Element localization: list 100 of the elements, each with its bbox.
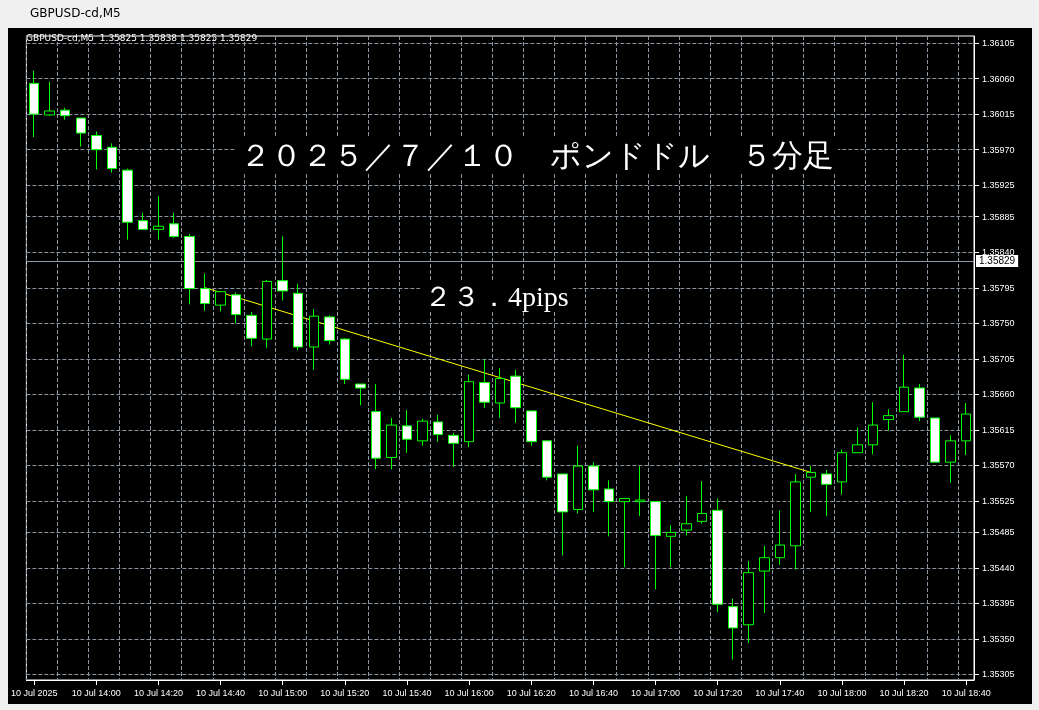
x-tick-label: 10 Jul 16:40 xyxy=(568,687,618,698)
candlestick xyxy=(340,337,350,385)
candlestick xyxy=(961,402,971,456)
y-tick-label: 1.35525 xyxy=(982,495,1015,506)
candlestick xyxy=(122,168,133,241)
candlestick xyxy=(728,598,738,660)
x-tick-label: 10 Jul 2025 xyxy=(10,687,58,698)
y-tick-label: 1.35660 xyxy=(982,389,1015,400)
candlestick xyxy=(355,383,366,406)
x-tick-label: 10 Jul 15:20 xyxy=(320,687,370,698)
y-tick-label: 1.36060 xyxy=(982,73,1015,84)
candlestick xyxy=(479,359,490,409)
candlestick xyxy=(604,479,614,537)
y-tick-label: 1.35305 xyxy=(982,669,1015,680)
candlestick xyxy=(76,117,86,147)
y-tick-label: 1.35570 xyxy=(982,460,1015,471)
x-tick-label: 10 Jul 16:00 xyxy=(444,687,494,698)
y-tick-label: 1.35615 xyxy=(982,424,1015,435)
y-tick-label: 1.35350 xyxy=(982,633,1015,644)
ref-line-label: 1.35829 xyxy=(979,255,1016,267)
candlestick xyxy=(666,524,676,568)
candlestick xyxy=(945,434,956,484)
candlestick xyxy=(277,235,288,301)
candlestick xyxy=(184,233,195,305)
annotation: ２０２５／７／１０ ポンドドル ５分足 xyxy=(240,138,834,173)
x-tick-label: 10 Jul 14:20 xyxy=(133,687,183,698)
candlestick xyxy=(44,81,55,117)
candlestick xyxy=(588,461,599,513)
candlestick xyxy=(510,369,521,424)
y-tick-label: 1.35395 xyxy=(982,598,1015,609)
candlestick xyxy=(200,273,210,312)
x-tick-label: 10 Jul 14:00 xyxy=(71,687,121,698)
candlestick xyxy=(60,107,70,121)
candlestick xyxy=(324,314,335,346)
candlestick xyxy=(495,367,505,419)
candlestick xyxy=(169,212,179,239)
candlestick xyxy=(542,440,552,481)
candlestick xyxy=(464,374,474,448)
candlestick xyxy=(790,473,801,571)
candlestick xyxy=(697,480,707,525)
x-tick-label: 10 Jul 17:40 xyxy=(755,687,805,698)
candlestick xyxy=(712,497,723,613)
candlestick xyxy=(371,383,381,470)
x-tick-label: 10 Jul 17:00 xyxy=(631,687,681,698)
candlestick xyxy=(417,418,428,447)
candlestick xyxy=(153,195,164,241)
candlestick xyxy=(573,445,583,514)
candlestick xyxy=(619,497,630,568)
y-tick-label: 1.35705 xyxy=(982,353,1015,364)
candlestick xyxy=(775,509,785,566)
candlestick xyxy=(650,501,661,590)
annotation: ２３．4pips xyxy=(424,280,569,312)
x-tick-label: 10 Jul 15:40 xyxy=(382,687,432,698)
candlestick xyxy=(743,560,754,644)
candlestick xyxy=(386,417,397,470)
candlestick xyxy=(107,142,117,174)
candlestick xyxy=(91,131,102,170)
candlestick xyxy=(402,409,412,454)
candlestick xyxy=(883,408,894,432)
x-tick-label: 10 Jul 15:00 xyxy=(258,687,308,698)
candlestick xyxy=(433,414,443,443)
y-tick-label: 1.36105 xyxy=(982,38,1015,49)
candlestick xyxy=(868,401,878,455)
x-tick-label: 10 Jul 18:20 xyxy=(879,687,929,698)
x-tick-label: 10 Jul 16:20 xyxy=(506,687,556,698)
candlestick xyxy=(852,426,863,454)
candlestick xyxy=(309,308,319,371)
chart-title: GBPUSD-cd,M5 xyxy=(29,5,122,22)
candlestick xyxy=(899,354,909,413)
candlestick xyxy=(138,212,148,231)
y-tick-label: 1.36015 xyxy=(982,109,1015,120)
y-tick-label: 1.35970 xyxy=(982,144,1015,155)
candlestick xyxy=(246,311,257,347)
candlestick xyxy=(448,432,459,468)
x-tick-label: 10 Jul 18:00 xyxy=(817,687,867,698)
candlestick xyxy=(914,383,925,422)
candlestick xyxy=(681,495,692,537)
candlestick xyxy=(759,545,770,614)
candlestick xyxy=(526,410,537,447)
candlestick xyxy=(29,70,39,138)
candlestick xyxy=(806,465,816,513)
candlestick xyxy=(293,283,303,351)
x-tick-label: 10 Jul 14:40 xyxy=(196,687,246,698)
candlestick xyxy=(557,473,568,556)
x-tick-label: 10 Jul 18:40 xyxy=(941,687,991,698)
candlestick xyxy=(231,292,241,324)
chart-subtitle: GBPUSD-cd,M5 1.35825 1.35838 1.35825 1.35829 xyxy=(26,32,258,43)
candlestick xyxy=(837,449,847,496)
candlestick xyxy=(635,465,645,517)
candlestick xyxy=(930,417,940,463)
y-tick-label: 1.35485 xyxy=(982,527,1015,538)
y-tick-label: 1.35795 xyxy=(982,282,1015,293)
y-tick-label: 1.35840 xyxy=(982,247,1015,258)
y-tick-label: 1.35440 xyxy=(982,562,1015,573)
candlestick xyxy=(262,279,272,349)
candlestick xyxy=(821,469,832,517)
candlestick xyxy=(215,290,226,312)
y-tick-label: 1.35885 xyxy=(982,211,1015,222)
x-tick-label: 10 Jul 17:20 xyxy=(693,687,743,698)
y-tick-label: 1.35750 xyxy=(982,318,1015,329)
